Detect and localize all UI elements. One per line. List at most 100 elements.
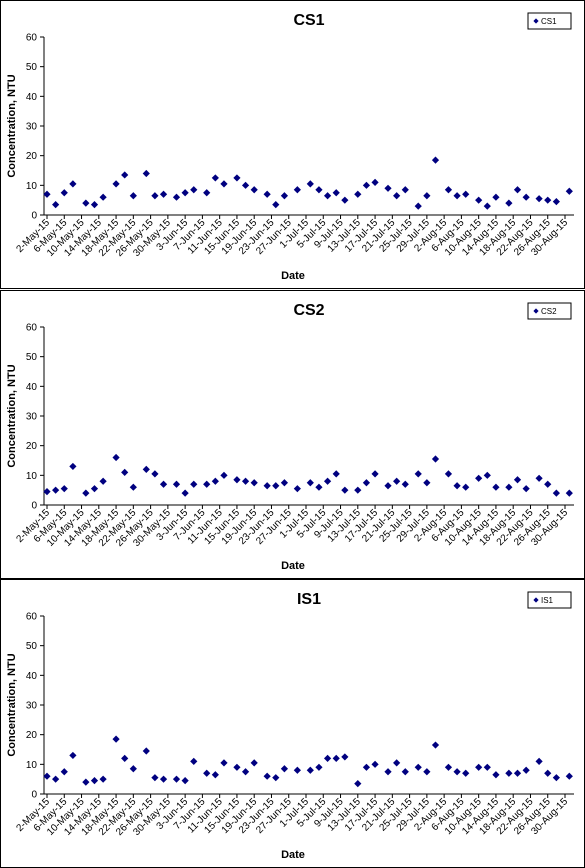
data-point (181, 489, 189, 497)
data-point (241, 181, 250, 189)
data-point (362, 479, 371, 487)
data-point (181, 189, 189, 197)
y-tick-label: 10 (26, 471, 38, 482)
data-point (142, 747, 150, 755)
data-point (431, 156, 440, 164)
data-point (384, 482, 392, 490)
data-point (220, 759, 228, 767)
data-point (453, 192, 461, 200)
y-tick-label: 60 (26, 323, 38, 334)
data-point (190, 480, 198, 488)
data-point (505, 769, 513, 777)
data-point (414, 763, 422, 771)
data-point (233, 763, 241, 771)
data-point (522, 766, 530, 774)
data-point (315, 763, 323, 771)
data-point (462, 769, 470, 777)
data-point (393, 759, 401, 767)
data-point (393, 477, 401, 485)
data-point (82, 778, 90, 786)
y-axis-title: Concentration, NTU (6, 74, 18, 177)
data-point (211, 477, 219, 485)
data-point (280, 479, 289, 487)
y-tick-label: 40 (26, 382, 38, 393)
x-axis-title: Date (281, 560, 305, 572)
y-tick-label: 0 (31, 790, 37, 801)
data-point (522, 193, 530, 201)
legend-label: IS1 (541, 596, 554, 605)
y-tick-label: 30 (26, 701, 38, 712)
data-point (121, 468, 129, 476)
data-point (203, 189, 211, 197)
y-tick-label: 20 (26, 730, 38, 741)
data-point (151, 774, 159, 782)
data-point (112, 180, 120, 188)
data-point (43, 190, 51, 198)
data-point (172, 480, 181, 488)
data-point (121, 754, 129, 762)
data-point (233, 174, 241, 182)
y-tick-label: 0 (31, 211, 37, 222)
data-point (129, 483, 137, 491)
data-point (483, 763, 491, 771)
data-point (475, 196, 483, 204)
data-point (99, 193, 107, 201)
data-point (90, 777, 99, 785)
y-tick-label: 50 (26, 62, 38, 73)
data-point (82, 489, 90, 497)
data-point (60, 485, 68, 493)
y-tick-label: 0 (31, 501, 37, 512)
data-point (203, 769, 211, 777)
x-axis-title: Date (281, 270, 305, 282)
data-point (172, 775, 181, 783)
chart-panel: CS1 0 10 20 30 40 50 60 2-May-15 6-May-15 10-May-1… (0, 0, 585, 289)
data-point (535, 195, 543, 203)
chart-title: CS1 (293, 12, 324, 29)
data-point (544, 196, 552, 204)
data-point (522, 485, 530, 493)
y-tick-label: 20 (26, 151, 38, 162)
chart-title: CS2 (293, 302, 324, 319)
data-point (60, 189, 68, 197)
y-tick-label: 40 (26, 92, 38, 103)
data-point (384, 184, 392, 192)
y-tick-label: 40 (26, 671, 38, 682)
legend-marker (533, 18, 539, 24)
data-point (52, 201, 60, 209)
data-point (544, 480, 552, 488)
data-point (220, 471, 228, 479)
data-point (362, 181, 371, 189)
data-point (565, 772, 573, 780)
data-point (99, 775, 107, 783)
y-tick-label: 30 (26, 122, 38, 133)
data-point (453, 482, 461, 490)
data-point (414, 470, 422, 478)
y-tick-label: 60 (26, 33, 38, 44)
data-point (414, 202, 422, 210)
data-point (60, 768, 68, 776)
data-point (90, 485, 99, 493)
data-point (423, 479, 431, 487)
chart-svg: CS101020304050602-May-156-May-1510-May-1… (6, 12, 574, 282)
data-point (483, 471, 491, 479)
legend-label: CS2 (541, 307, 557, 316)
x-axis-title: Date (281, 849, 305, 861)
y-tick-label: 50 (26, 641, 38, 652)
data-point (43, 772, 51, 780)
data-point (492, 483, 500, 491)
data-point (401, 480, 409, 488)
data-point (444, 186, 453, 194)
data-point (241, 477, 250, 485)
data-point (211, 174, 219, 182)
data-point (293, 485, 301, 493)
chart-panel: IS1 0 10 20 30 40 50 60 2-May-15 6-May-15 10-May-1… (0, 579, 585, 868)
data-point (293, 186, 301, 194)
data-point (423, 192, 431, 200)
data-point (393, 192, 401, 200)
data-point (82, 199, 90, 207)
data-point (384, 768, 392, 776)
data-point (272, 201, 280, 209)
y-axis-title: Concentration, NTU (6, 364, 18, 467)
legend-marker (533, 597, 539, 603)
data-point (90, 201, 99, 209)
